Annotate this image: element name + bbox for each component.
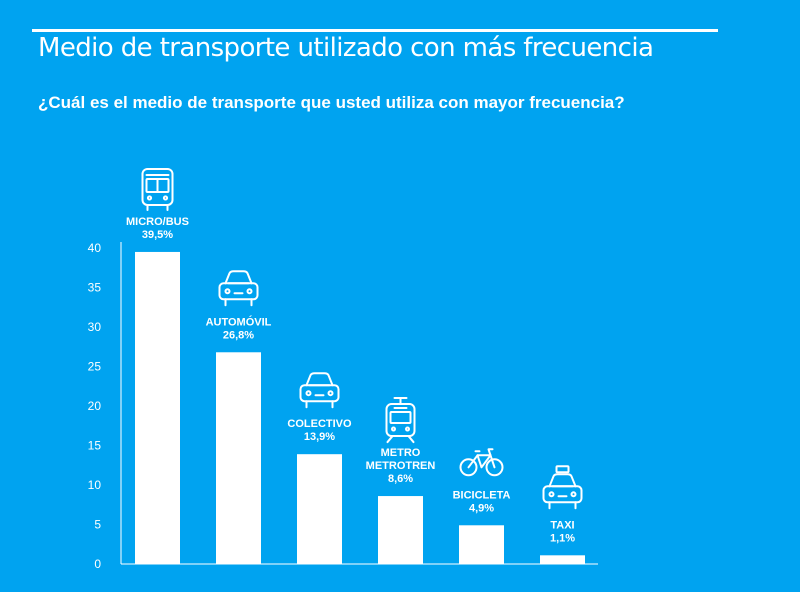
bar [297,454,342,564]
category-label: METROTREN [366,460,436,472]
bar [216,352,261,564]
metro-icon [385,397,416,444]
category-label: TAXI [550,519,574,531]
bar [135,251,180,564]
data-label: 8,6% [388,473,413,485]
category-label: BICICLETA [453,489,511,501]
bicycle-icon [459,448,504,477]
taxi-icon [542,465,583,510]
bar [378,496,423,564]
bar [459,525,504,564]
bar [540,555,585,564]
category-label: AUTOMÓVIL [206,315,272,328]
car-icon [299,372,340,409]
data-label: 39,5% [142,229,173,241]
category-label: MICRO/BUS [126,216,189,228]
category-label: COLECTIVO [287,418,352,430]
data-label: 4,9% [469,502,494,514]
y-tick-label: 40 [88,241,102,255]
bus-icon [141,167,174,211]
y-tick-label: 10 [88,478,102,492]
page-subtitle: ¿Cuál es el medio de transporte que uste… [38,93,625,112]
data-label: 1,1% [550,532,575,544]
y-tick-label: 30 [88,320,102,334]
y-tick-label: 25 [88,360,102,374]
data-label: 26,8% [223,329,254,341]
title-rule [32,29,718,32]
category-label: METRO [381,447,421,459]
y-tick-label: 20 [88,399,102,413]
car-icon [218,270,259,307]
page-title: Medio de transporte utilizado con más fr… [38,33,654,63]
y-tick-label: 5 [94,518,101,532]
y-tick-label: 0 [94,557,101,571]
y-tick-label: 35 [88,281,102,295]
data-label: 13,9% [304,431,335,443]
y-tick-label: 15 [88,439,102,453]
